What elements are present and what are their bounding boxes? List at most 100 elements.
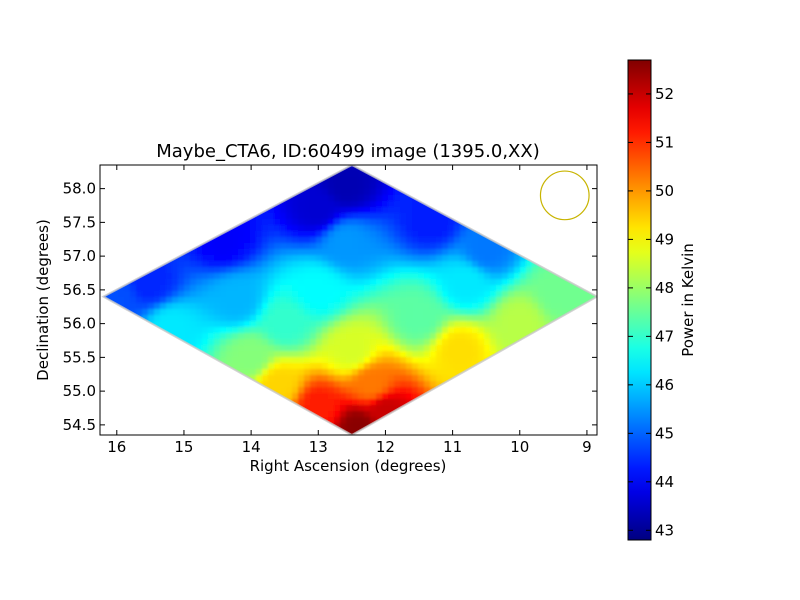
heatmap-cell xyxy=(442,225,449,232)
heatmap-cell xyxy=(106,423,113,430)
heatmap-cell xyxy=(142,297,149,304)
heatmap-cell xyxy=(184,195,191,202)
heatmap-cell xyxy=(304,285,311,292)
heatmap-cell xyxy=(220,237,227,244)
heatmap-cell xyxy=(436,183,443,190)
heatmap-cell xyxy=(256,387,263,394)
heatmap-cell xyxy=(466,207,473,214)
heatmap-cell xyxy=(250,387,257,394)
heatmap-cell xyxy=(184,411,191,418)
heatmap-cell xyxy=(322,267,329,274)
heatmap-cell xyxy=(490,411,497,418)
heatmap-cell xyxy=(178,177,185,184)
heatmap-cell xyxy=(148,297,155,304)
heatmap-cell xyxy=(502,273,509,280)
heatmap-cell xyxy=(178,399,185,406)
heatmap-cell xyxy=(556,321,563,328)
heatmap-cell xyxy=(112,195,119,202)
heatmap-cell xyxy=(520,189,527,196)
heatmap-cell xyxy=(574,405,581,412)
heatmap-cell xyxy=(490,381,497,388)
heatmap-cell xyxy=(526,267,533,274)
heatmap-cell xyxy=(394,225,401,232)
heatmap-cell xyxy=(103,279,107,286)
heatmap-cell xyxy=(214,207,221,214)
heatmap-cell xyxy=(382,231,389,238)
heatmap-cell xyxy=(226,423,233,430)
heatmap-cell xyxy=(172,369,179,376)
heatmap-cell xyxy=(508,231,515,238)
heatmap-cell xyxy=(328,315,335,322)
heatmap-cell xyxy=(310,399,317,406)
heatmap-cell xyxy=(214,171,221,178)
heatmap-cell xyxy=(418,297,425,304)
heatmap-cell xyxy=(103,327,107,334)
heatmap-cell xyxy=(154,177,161,184)
heatmap-cell xyxy=(250,219,257,226)
heatmap-cell xyxy=(556,201,563,208)
heatmap-cell xyxy=(586,255,593,262)
heatmap-cell xyxy=(490,375,497,382)
heatmap-cell xyxy=(418,285,425,292)
heatmap-cell xyxy=(220,231,227,238)
heatmap-cell xyxy=(352,177,359,184)
heatmap-cell xyxy=(106,255,113,262)
heatmap-cell xyxy=(592,267,597,274)
heatmap-cell xyxy=(424,339,431,346)
heatmap-cell xyxy=(178,393,185,400)
heatmap-cell xyxy=(286,201,293,208)
heatmap-cell xyxy=(244,177,251,184)
y-tick-label: 54.5 xyxy=(63,416,96,434)
heatmap-cell xyxy=(358,231,365,238)
heatmap-cell xyxy=(142,339,149,346)
heatmap-cell xyxy=(103,315,107,322)
heatmap-cell xyxy=(154,219,161,226)
heatmap-cell xyxy=(190,195,197,202)
heatmap-cell xyxy=(358,423,365,430)
heatmap-cell xyxy=(436,165,443,172)
heatmap-cell xyxy=(130,255,137,262)
heatmap-cell xyxy=(412,255,419,262)
heatmap-cell xyxy=(304,333,311,340)
heatmap-cell xyxy=(436,309,443,316)
heatmap-cell xyxy=(214,387,221,394)
heatmap-cell xyxy=(424,399,431,406)
heatmap-cell xyxy=(142,273,149,280)
heatmap-cell xyxy=(430,279,437,286)
heatmap-cell xyxy=(172,297,179,304)
heatmap-cell xyxy=(124,399,131,406)
heatmap-cell xyxy=(586,345,593,352)
x-tick-label: 10 xyxy=(510,438,529,456)
heatmap-cell xyxy=(286,183,293,190)
heatmap-cell xyxy=(586,411,593,418)
heatmap-cell xyxy=(436,279,443,286)
heatmap-cell xyxy=(544,327,551,334)
heatmap-cell xyxy=(316,213,323,220)
heatmap-cell xyxy=(502,195,509,202)
heatmap-cell xyxy=(274,297,281,304)
heatmap-cell xyxy=(316,279,323,286)
heatmap-cell xyxy=(388,207,395,214)
heatmap-cell xyxy=(484,189,491,196)
heatmap-cell xyxy=(388,375,395,382)
heatmap-cell xyxy=(550,375,557,382)
heatmap-cell xyxy=(466,279,473,286)
heatmap-cell xyxy=(580,375,587,382)
heatmap-cell xyxy=(496,171,503,178)
heatmap-cell xyxy=(418,399,425,406)
heatmap-cell xyxy=(154,309,161,316)
heatmap-cell xyxy=(574,345,581,352)
heatmap-cell xyxy=(400,369,407,376)
heatmap-cell xyxy=(340,177,347,184)
heatmap-cell xyxy=(220,207,227,214)
heatmap-cell xyxy=(316,369,323,376)
heatmap-cell xyxy=(484,309,491,316)
heatmap-cell xyxy=(298,315,305,322)
heatmap-cell xyxy=(106,249,113,256)
heatmap-cell xyxy=(406,369,413,376)
heatmap-cell xyxy=(148,165,155,172)
heatmap-cell xyxy=(430,411,437,418)
heatmap-cell xyxy=(214,195,221,202)
heatmap-cell xyxy=(370,303,377,310)
heatmap-cell xyxy=(526,405,533,412)
